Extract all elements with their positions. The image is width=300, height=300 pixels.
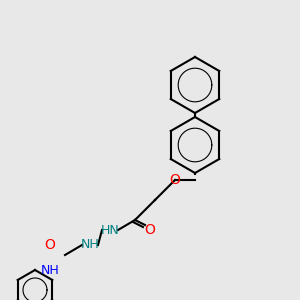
Text: NH: NH [81, 238, 99, 251]
Text: O: O [169, 173, 180, 187]
Text: O: O [145, 223, 155, 237]
Text: NH: NH [40, 263, 59, 277]
Text: HN: HN [100, 224, 119, 236]
Text: O: O [45, 238, 56, 252]
